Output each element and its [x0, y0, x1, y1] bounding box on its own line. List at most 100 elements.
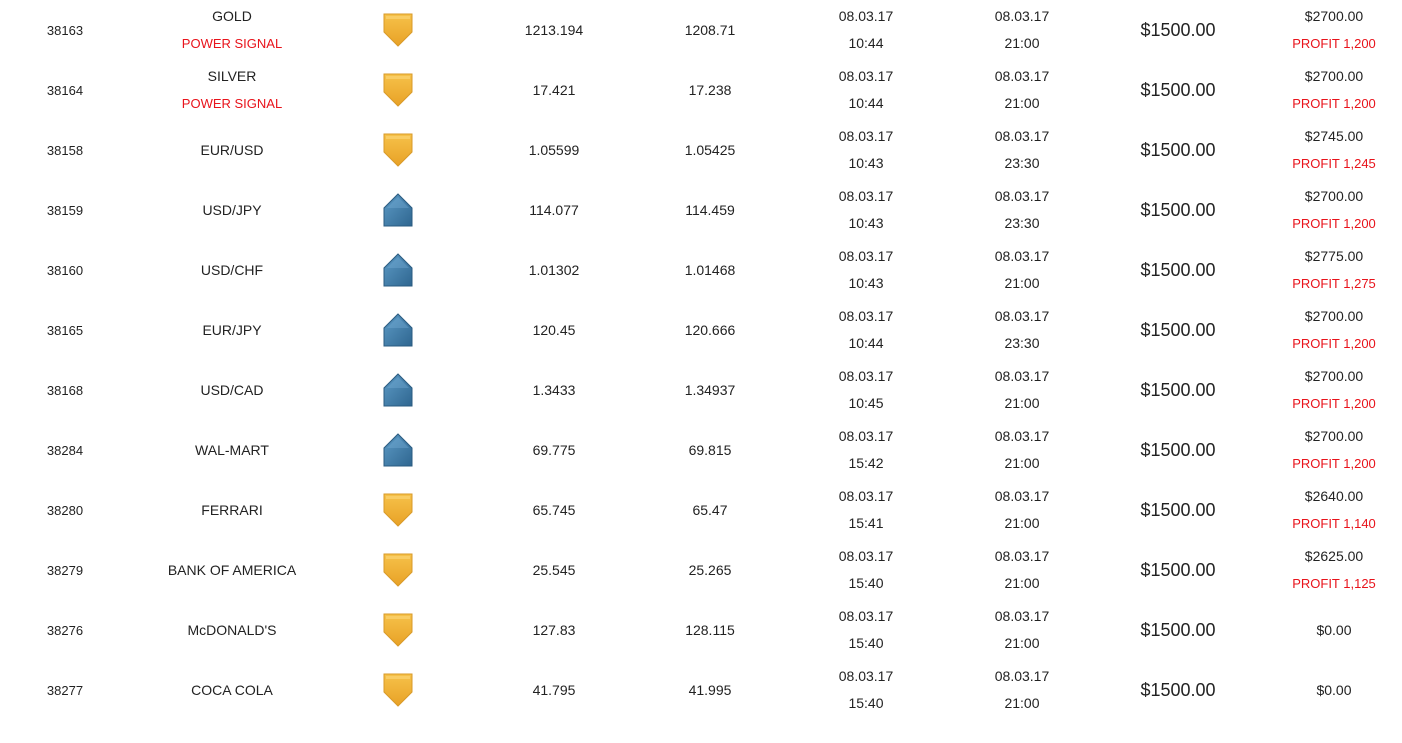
expiry-time: 21:00	[1004, 275, 1040, 291]
profit-label: PROFIT 1,245	[1292, 156, 1376, 171]
trade-id: 38284	[46, 442, 84, 458]
open-time: 10:43	[848, 155, 884, 171]
expiry-datetime-cell: 08.03.17 23:30	[962, 120, 1082, 180]
trade-id: 38158	[46, 142, 84, 158]
asset-cell: GOLD POWER SIGNAL	[132, 0, 332, 60]
open-time: 10:43	[848, 275, 884, 291]
close-price: 1.34937	[684, 382, 736, 398]
payout-cell: $2700.00 PROFIT 1,200	[1274, 420, 1394, 480]
trade-id-cell: 38284	[20, 420, 110, 480]
payout-amount: $2700.00	[1304, 308, 1364, 324]
investment-cell: $1500.00	[1118, 360, 1238, 420]
investment-cell: $1500.00	[1118, 180, 1238, 240]
open-date: 08.03.17	[838, 8, 894, 24]
expiry-time: 23:30	[1004, 335, 1040, 351]
open-price: 69.775	[532, 442, 576, 458]
investment-cell: $1500.00	[1118, 120, 1238, 180]
expiry-datetime-cell: 08.03.17 21:00	[962, 360, 1082, 420]
trade-id: 38277	[46, 682, 84, 698]
down-arrow-icon	[381, 672, 415, 708]
expiry-date: 08.03.17	[994, 668, 1050, 684]
payout-amount: $0.00	[1316, 681, 1352, 698]
open-date: 08.03.17	[838, 128, 894, 144]
table-row: 38160 USD/CHF 1.01302 1.01468 08.03.17 1…	[0, 240, 1402, 300]
open-date: 08.03.17	[838, 68, 894, 84]
close-price-cell: 65.47	[650, 480, 770, 540]
asset-cell: USD/CHF	[132, 240, 332, 300]
trade-id-cell: 38279	[20, 540, 110, 600]
investment-cell: $1500.00	[1118, 300, 1238, 360]
trade-id: 38276	[46, 622, 84, 638]
asset-name: SILVER	[207, 68, 257, 84]
open-price: 25.545	[532, 562, 576, 578]
table-row: 38159 USD/JPY 114.077 114.459 08.03.17 1…	[0, 180, 1402, 240]
table-row: 38276 McDONALD'S 127.83 128.115 08.03.17…	[0, 600, 1402, 660]
up-arrow-icon	[381, 192, 415, 228]
signal-label: POWER SIGNAL	[181, 36, 283, 51]
open-price-cell: 1.3433	[494, 360, 614, 420]
expiry-time: 21:00	[1004, 575, 1040, 591]
open-price: 127.83	[532, 622, 576, 638]
open-price-cell: 120.45	[494, 300, 614, 360]
open-datetime-cell: 08.03.17 10:44	[806, 60, 926, 120]
open-price-cell: 69.775	[494, 420, 614, 480]
payout-cell: $0.00	[1274, 600, 1394, 660]
up-arrow-icon	[381, 252, 415, 288]
asset-name: EUR/USD	[200, 141, 264, 158]
direction-cell	[368, 540, 428, 600]
open-date: 08.03.17	[838, 248, 894, 264]
profit-label: PROFIT 1,200	[1292, 396, 1376, 411]
payout-amount: $2625.00	[1304, 548, 1364, 564]
trade-id: 38164	[46, 82, 84, 98]
table-row: 38280 FERRARI 65.745 65.47 08.03.17 15:4…	[0, 480, 1402, 540]
trade-id-cell: 38163	[20, 0, 110, 60]
expiry-datetime-cell: 08.03.17 21:00	[962, 240, 1082, 300]
payout-cell: $2700.00 PROFIT 1,200	[1274, 300, 1394, 360]
open-datetime-cell: 08.03.17 15:40	[806, 600, 926, 660]
expiry-datetime-cell: 08.03.17 23:30	[962, 300, 1082, 360]
open-price: 120.45	[532, 322, 576, 338]
profit-label: PROFIT 1,140	[1292, 516, 1376, 531]
open-date: 08.03.17	[838, 488, 894, 504]
expiry-time: 21:00	[1004, 635, 1040, 651]
close-price-cell: 41.995	[650, 660, 770, 720]
open-datetime-cell: 08.03.17 15:41	[806, 480, 926, 540]
asset-cell: McDONALD'S	[132, 600, 332, 660]
payout-cell: $2700.00 PROFIT 1,200	[1274, 0, 1394, 60]
open-price-cell: 1.01302	[494, 240, 614, 300]
open-price-cell: 65.745	[494, 480, 614, 540]
close-price-cell: 114.459	[650, 180, 770, 240]
open-time: 10:44	[848, 35, 884, 51]
expiry-time: 21:00	[1004, 455, 1040, 471]
asset-cell: EUR/JPY	[132, 300, 332, 360]
close-price-cell: 120.666	[650, 300, 770, 360]
table-row: 38165 EUR/JPY 120.45 120.666 08.03.17 10…	[0, 300, 1402, 360]
expiry-date: 08.03.17	[994, 608, 1050, 624]
open-price: 1.05599	[528, 142, 580, 158]
direction-cell	[368, 120, 428, 180]
open-time: 15:40	[848, 575, 884, 591]
open-time: 10:43	[848, 215, 884, 231]
open-date: 08.03.17	[838, 608, 894, 624]
payout-amount: $0.00	[1316, 621, 1352, 638]
payout-cell: $2775.00 PROFIT 1,275	[1274, 240, 1394, 300]
expiry-time: 21:00	[1004, 395, 1040, 411]
expiry-date: 08.03.17	[994, 68, 1050, 84]
close-price: 120.666	[684, 322, 736, 338]
trade-id: 38279	[46, 562, 84, 578]
down-arrow-icon	[381, 492, 415, 528]
open-datetime-cell: 08.03.17 10:43	[806, 240, 926, 300]
table-row: 38163 GOLD POWER SIGNAL 1213.194 1208.71…	[0, 0, 1402, 60]
expiry-datetime-cell: 08.03.17 23:30	[962, 180, 1082, 240]
direction-cell	[368, 180, 428, 240]
asset-name: USD/CAD	[200, 381, 264, 398]
table-row: 38168 USD/CAD 1.3433 1.34937 08.03.17 10…	[0, 360, 1402, 420]
expiry-time: 21:00	[1004, 515, 1040, 531]
payout-amount: $2700.00	[1304, 68, 1364, 84]
expiry-datetime-cell: 08.03.17 21:00	[962, 540, 1082, 600]
investment-cell: $1500.00	[1118, 600, 1238, 660]
payout-cell: $0.00	[1274, 660, 1394, 720]
close-price: 1208.71	[684, 22, 736, 38]
open-price: 41.795	[532, 682, 576, 698]
expiry-datetime-cell: 08.03.17 21:00	[962, 660, 1082, 720]
